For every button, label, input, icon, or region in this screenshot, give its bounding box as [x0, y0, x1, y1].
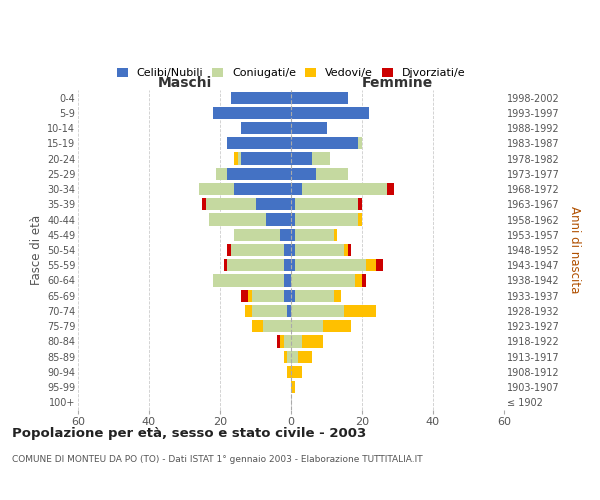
Bar	[291, 244, 295, 256]
Bar	[348, 244, 352, 256]
Bar	[199, 183, 234, 195]
Bar	[287, 366, 291, 378]
Bar	[234, 152, 238, 164]
Bar	[358, 214, 362, 226]
Bar	[224, 259, 227, 272]
Text: Popolazione per età, sesso e stato civile - 2003: Popolazione per età, sesso e stato civil…	[12, 428, 366, 440]
Bar	[291, 381, 295, 393]
Bar	[213, 274, 284, 286]
Bar	[280, 228, 291, 241]
Bar	[295, 214, 358, 226]
Bar	[291, 137, 358, 149]
Bar	[227, 244, 230, 256]
Bar	[291, 228, 295, 241]
Bar	[291, 350, 298, 363]
Bar	[298, 350, 313, 363]
Bar	[280, 336, 284, 347]
Bar	[284, 336, 291, 347]
Bar	[291, 183, 302, 195]
Bar	[284, 259, 291, 272]
Bar	[277, 336, 280, 347]
Text: COMUNE DI MONTEU DA PO (TO) - Dati ISTAT 1° gennaio 2003 - Elaborazione TUTTITAL: COMUNE DI MONTEU DA PO (TO) - Dati ISTAT…	[12, 455, 422, 464]
Bar	[238, 152, 241, 164]
Bar	[295, 259, 365, 272]
Bar	[358, 198, 362, 210]
Bar	[234, 228, 280, 241]
Bar	[291, 198, 295, 210]
Bar	[234, 183, 291, 195]
Bar	[302, 336, 323, 347]
Bar	[358, 137, 362, 149]
Bar	[287, 305, 291, 317]
Bar	[313, 152, 330, 164]
Bar	[252, 305, 287, 317]
Bar	[291, 107, 369, 119]
Bar	[206, 198, 256, 210]
Bar	[323, 320, 352, 332]
Bar	[362, 274, 365, 286]
Bar	[227, 137, 291, 149]
Bar	[334, 290, 341, 302]
Bar	[344, 244, 348, 256]
Bar	[376, 259, 383, 272]
Bar	[316, 168, 348, 180]
Bar	[252, 290, 284, 302]
Bar	[291, 290, 295, 302]
Bar	[291, 336, 302, 347]
Bar	[302, 183, 387, 195]
Bar	[344, 305, 376, 317]
Bar	[284, 350, 287, 363]
Bar	[248, 290, 252, 302]
Bar	[209, 214, 266, 226]
Bar	[291, 366, 302, 378]
Bar	[291, 152, 313, 164]
Bar	[291, 168, 316, 180]
Bar	[291, 122, 326, 134]
Bar	[245, 305, 252, 317]
Bar	[256, 198, 291, 210]
Bar	[291, 214, 295, 226]
Text: Femmine: Femmine	[362, 76, 433, 90]
Bar	[291, 274, 355, 286]
Bar	[291, 305, 344, 317]
Bar	[241, 290, 248, 302]
Bar	[295, 244, 344, 256]
Bar	[295, 228, 334, 241]
Bar	[263, 320, 291, 332]
Y-axis label: Anni di nascita: Anni di nascita	[568, 206, 581, 294]
Bar	[284, 244, 291, 256]
Bar	[241, 152, 291, 164]
Y-axis label: Fasce di età: Fasce di età	[29, 215, 43, 285]
Bar	[334, 228, 337, 241]
Legend: Celibi/Nubili, Coniugati/e, Vedovi/e, Divorziati/e: Celibi/Nubili, Coniugati/e, Vedovi/e, Di…	[116, 68, 466, 78]
Bar	[284, 290, 291, 302]
Bar	[241, 122, 291, 134]
Bar	[291, 320, 323, 332]
Bar	[227, 259, 284, 272]
Bar	[217, 168, 227, 180]
Bar	[227, 168, 291, 180]
Bar	[213, 107, 291, 119]
Bar	[365, 259, 376, 272]
Bar	[284, 274, 291, 286]
Bar	[252, 320, 263, 332]
Bar	[266, 214, 291, 226]
Bar	[295, 290, 334, 302]
Bar	[291, 259, 295, 272]
Bar	[387, 183, 394, 195]
Bar	[291, 92, 348, 104]
Bar	[202, 198, 206, 210]
Bar	[295, 198, 358, 210]
Text: Maschi: Maschi	[157, 76, 212, 90]
Bar	[230, 92, 291, 104]
Bar	[355, 274, 362, 286]
Bar	[230, 244, 284, 256]
Bar	[287, 350, 291, 363]
